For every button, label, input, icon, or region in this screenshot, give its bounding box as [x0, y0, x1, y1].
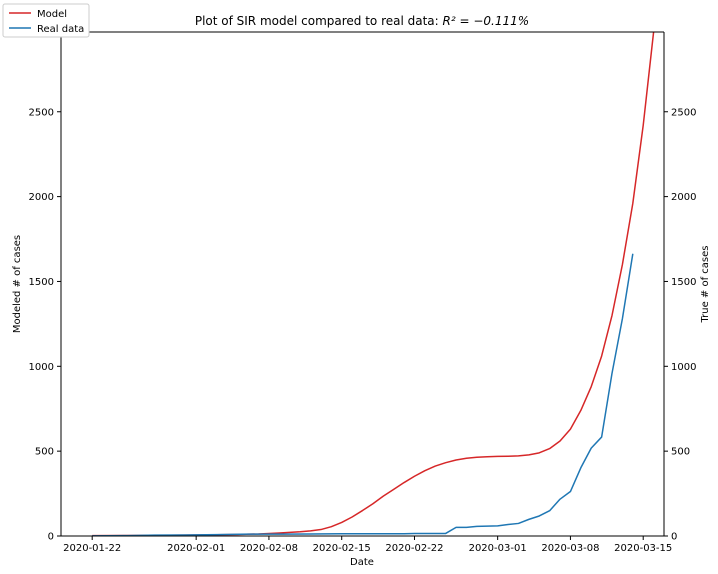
y-left-tick-label: 2500: [29, 107, 54, 118]
series-layer: [92, 32, 655, 536]
y-left-tick-label: 2000: [29, 192, 54, 203]
y-right-tick-label: 1000: [671, 362, 696, 373]
chart-title: Plot of SIR model compared to real data:…: [195, 14, 529, 28]
y-left-tick-label: 1500: [29, 277, 54, 288]
series-line-real-data: [92, 253, 634, 536]
y-right-tick-label: 500: [671, 447, 690, 458]
y-right-axis-label: True # of cases: [700, 246, 711, 324]
y-right-tick-label: 2500: [671, 107, 696, 118]
y-left-tick-label: 0: [48, 532, 54, 543]
chart-title-math: R² = −0.111%: [443, 14, 530, 28]
y-right-tick-label: 0: [671, 532, 677, 543]
x-axis-label: Date: [350, 557, 374, 568]
y-left-axis-ticks: 0 500 1000 1500 2000 2500: [29, 107, 61, 543]
y-left-tick-label: 1000: [29, 362, 54, 373]
legend: Model Real data: [2, 3, 90, 38]
x-tick-label: 2020-01-22: [63, 543, 121, 554]
x-tick-label: 2020-03-01: [469, 543, 527, 554]
x-axis-ticks: 2020-01-22 2020-02-01 2020-02-08 2020-02-15…: [63, 536, 672, 554]
y-right-tick-label: 2000: [671, 192, 696, 203]
x-tick-label: 2020-03-15: [614, 543, 672, 554]
chart-title-text: Plot of SIR model compared to real data:: [195, 14, 443, 28]
x-tick-label: 2020-02-22: [385, 543, 443, 554]
x-tick-label: 2020-03-08: [541, 543, 599, 554]
x-tick-label: 2020-02-01: [167, 543, 225, 554]
legend-label-model: Model: [37, 9, 67, 20]
y-left-axis-label: Modeled # of cases: [12, 235, 23, 333]
x-tick-label: 2020-02-08: [240, 543, 298, 554]
series-line-model: [92, 32, 655, 536]
y-left-tick-label: 500: [35, 447, 54, 458]
y-right-axis-ticks: 0 500 1000 1500 2000 2500: [664, 107, 696, 543]
plot-area: [92, 32, 655, 536]
x-tick-label: 2020-02-15: [313, 543, 371, 554]
axes-frame: [60, 31, 665, 537]
y-right-tick-label: 1500: [671, 277, 696, 288]
legend-label-real-data: Real data: [37, 24, 84, 35]
